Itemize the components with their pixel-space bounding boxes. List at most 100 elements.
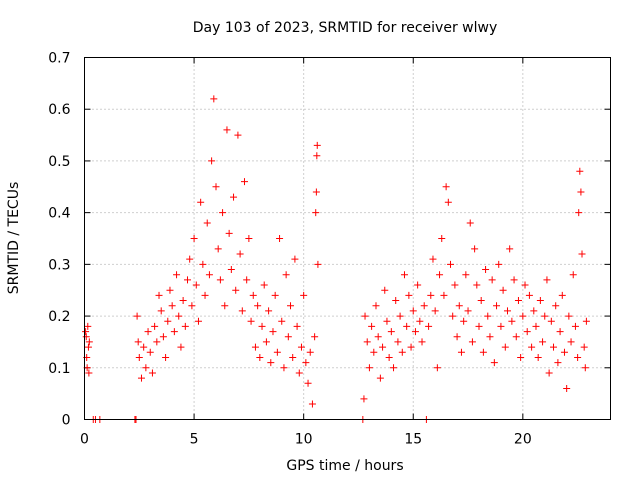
- data-point: [243, 276, 251, 284]
- data-point: [545, 369, 553, 377]
- data-point: [306, 348, 314, 356]
- chart-title: Day 103 of 2023, SRMTID for receiver wlw…: [193, 20, 498, 36]
- data-point: [223, 126, 231, 134]
- data-point: [289, 353, 297, 361]
- data-point: [574, 353, 582, 361]
- data-point: [541, 312, 549, 320]
- data-point: [133, 312, 141, 320]
- data-point: [563, 384, 571, 392]
- data-point: [230, 193, 238, 201]
- data-point: [173, 271, 181, 279]
- data-point: [580, 343, 588, 351]
- data-point: [142, 364, 150, 372]
- data-point: [137, 374, 145, 382]
- y-tick-label: 0.1: [48, 361, 70, 377]
- data-point: [219, 209, 227, 217]
- data-point: [363, 338, 371, 346]
- data-point: [565, 312, 573, 320]
- data-point: [258, 322, 266, 330]
- data-point: [525, 291, 533, 299]
- data-point: [302, 359, 310, 367]
- data-point: [210, 95, 218, 103]
- data-point: [532, 322, 540, 330]
- data-point: [510, 276, 518, 284]
- data-point: [312, 209, 320, 217]
- data-point: [571, 322, 579, 330]
- axis-ticks: 0 0.1 0.2 0.3 0.4 0.5 0.6 0.7 0 5 10 15 20: [48, 51, 611, 448]
- data-point: [482, 266, 490, 274]
- data-point: [216, 276, 224, 284]
- data-point: [387, 328, 395, 336]
- data-point: [403, 322, 411, 330]
- data-point: [311, 333, 319, 341]
- data-point: [232, 286, 240, 294]
- data-point: [313, 141, 321, 149]
- data-point: [575, 209, 583, 217]
- data-point: [151, 322, 159, 330]
- data-point: [297, 343, 305, 351]
- data-point: [528, 343, 536, 351]
- data-point: [82, 328, 90, 336]
- x-axis-label: GPS time / hours: [286, 458, 403, 474]
- data-point: [379, 343, 387, 351]
- data-point: [273, 348, 281, 356]
- data-point: [576, 167, 584, 175]
- data-point: [536, 297, 544, 305]
- data-point: [501, 343, 509, 351]
- data-point: [199, 260, 207, 268]
- data-point: [558, 291, 566, 299]
- data-point: [497, 322, 505, 330]
- data-point: [284, 333, 292, 341]
- data-point: [490, 359, 498, 367]
- data-point: [381, 286, 389, 294]
- data-point: [361, 312, 369, 320]
- data-point: [293, 322, 301, 330]
- data-point: [190, 235, 198, 242]
- data-point: [534, 353, 542, 361]
- data-point: [398, 348, 406, 356]
- data-point: [582, 317, 590, 325]
- data-point: [560, 348, 568, 356]
- data-point: [254, 302, 262, 310]
- data-point: [523, 328, 531, 336]
- data-point: [416, 317, 424, 325]
- data-point: [203, 219, 211, 227]
- data-point: [466, 219, 474, 227]
- data-point: [468, 338, 476, 346]
- y-tick-label: 0.5: [48, 154, 70, 170]
- data-point: [567, 338, 575, 346]
- data-point: [276, 235, 284, 242]
- data-point: [82, 333, 90, 341]
- data-point: [234, 131, 242, 139]
- data-point: [84, 343, 92, 351]
- data-point: [517, 353, 525, 361]
- data-point: [556, 328, 564, 336]
- data-point: [370, 348, 378, 356]
- data-point: [440, 291, 448, 299]
- data-point: [508, 317, 516, 325]
- data-point: [197, 198, 205, 206]
- data-point: [488, 276, 496, 284]
- grid-lines: [84, 57, 611, 420]
- data-point: [471, 245, 479, 253]
- data-point: [240, 178, 248, 186]
- data-point: [405, 291, 413, 299]
- data-point: [475, 322, 483, 330]
- data-point: [394, 338, 402, 346]
- data-point: [85, 369, 93, 377]
- data-point: [400, 271, 408, 279]
- data-point: [407, 343, 415, 351]
- data-point: [495, 260, 503, 268]
- data-point: [479, 348, 487, 356]
- data-point: [295, 369, 303, 377]
- data-point: [543, 276, 551, 284]
- data-point: [460, 317, 468, 325]
- data-point: [148, 369, 156, 377]
- data-point: [512, 333, 520, 341]
- y-tick-label: 0.7: [48, 51, 70, 67]
- data-point: [368, 322, 376, 330]
- data-point: [414, 281, 422, 289]
- data-point: [438, 235, 446, 242]
- data-point: [157, 307, 165, 315]
